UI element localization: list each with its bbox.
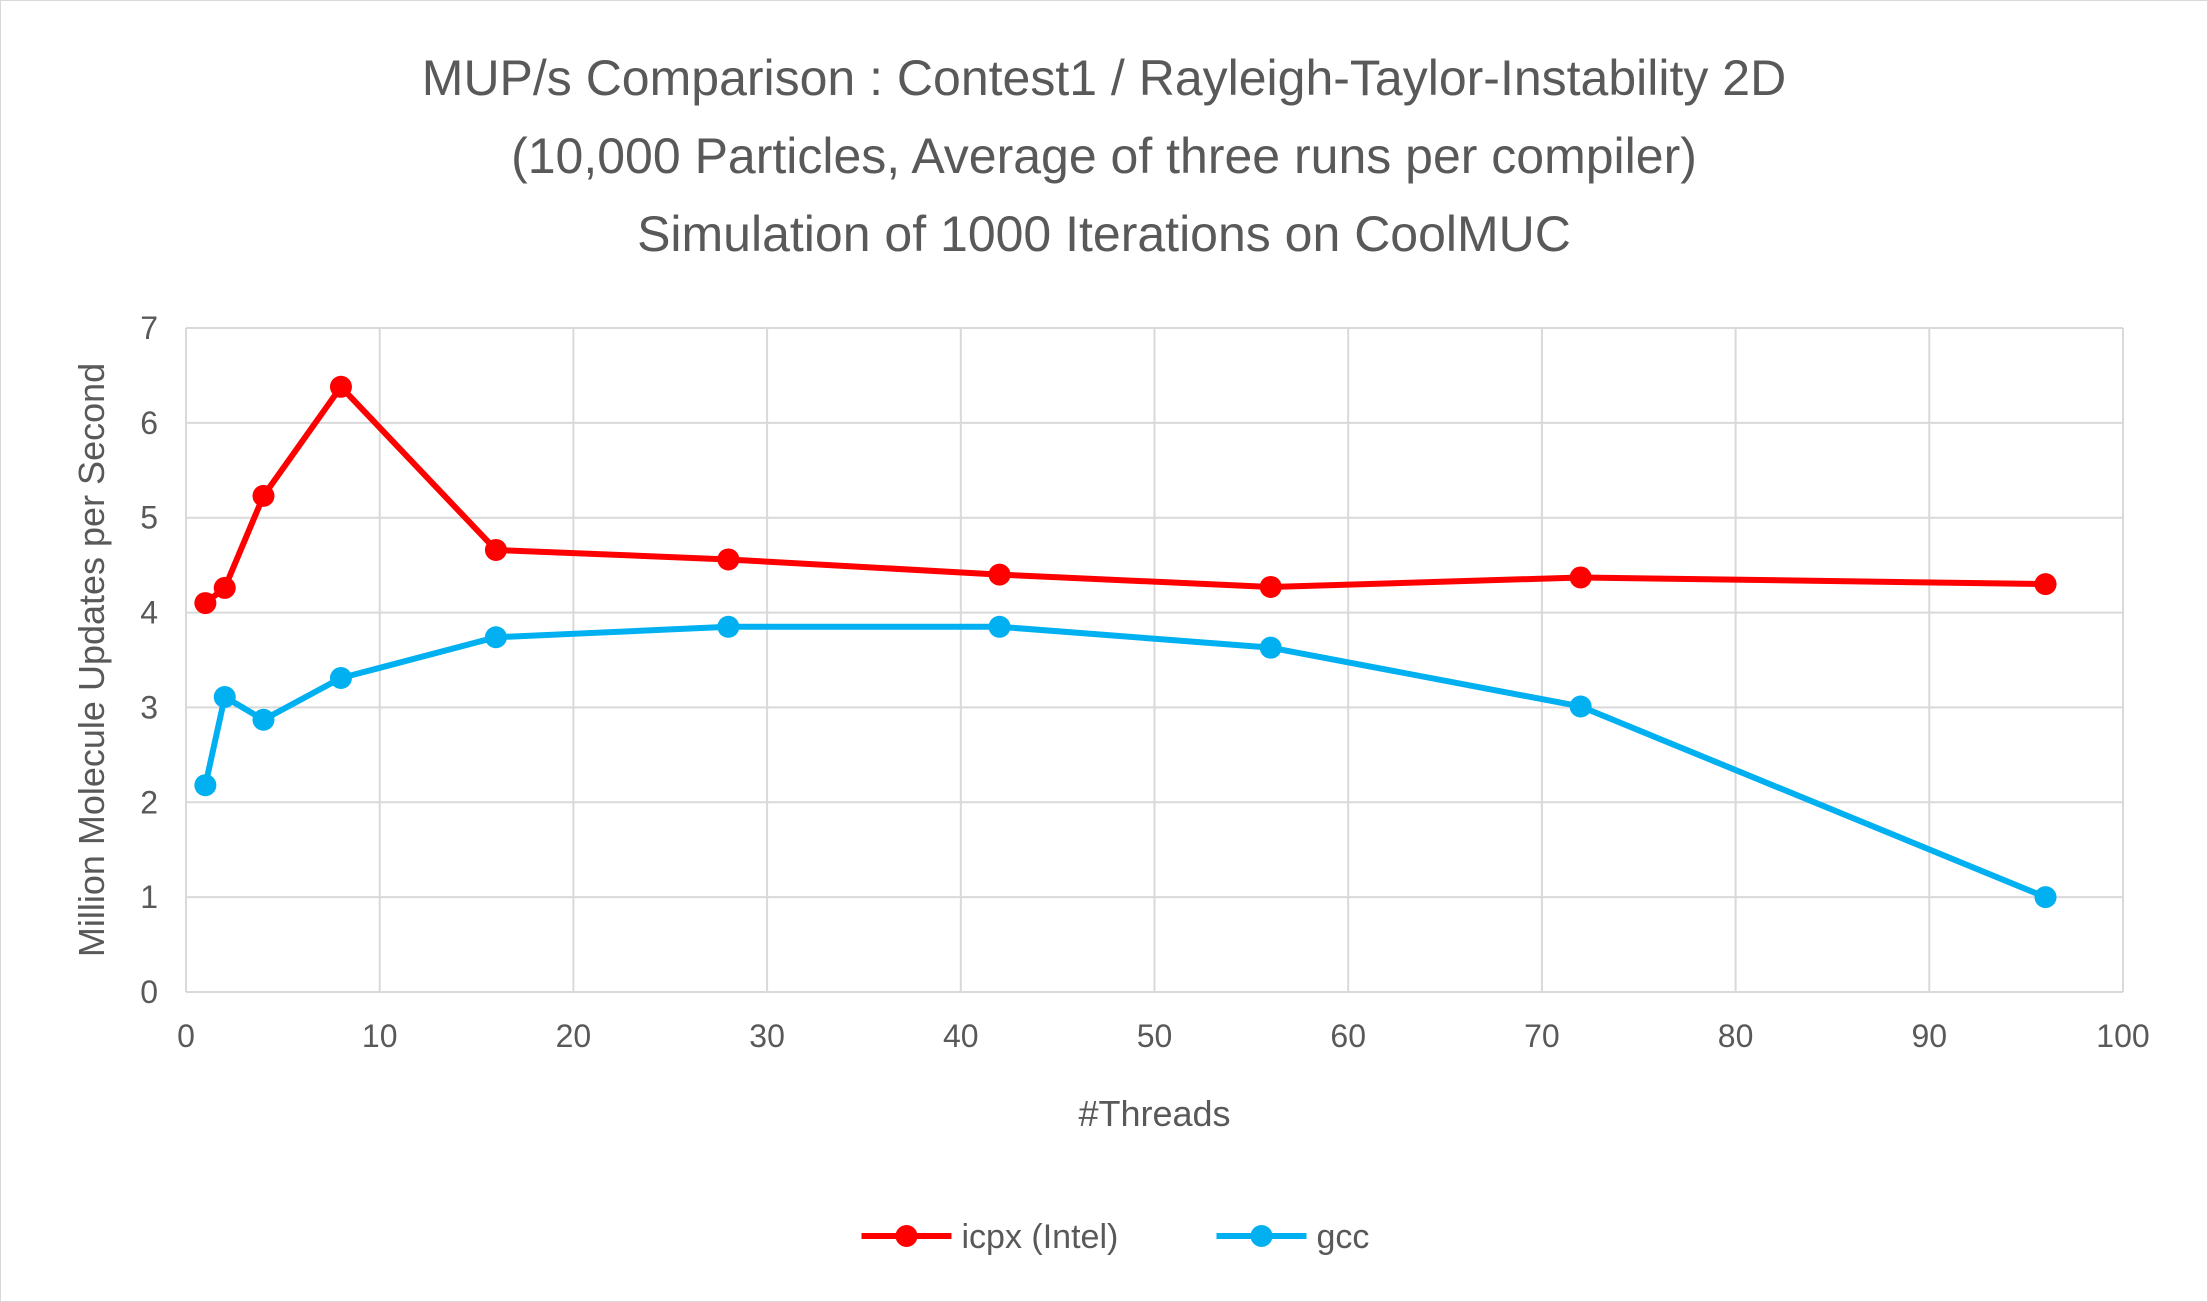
y-tick-label-6: 6 [140, 405, 158, 441]
x-tick-label-9: 90 [1912, 1018, 1948, 1054]
series-0-point-7 [1259, 575, 1282, 598]
series-1-point-2 [252, 708, 275, 731]
series-1-point-3 [329, 667, 352, 690]
series-0-point-1 [213, 576, 236, 599]
x-tick-label-8: 80 [1718, 1018, 1754, 1054]
gridlines [185, 327, 2124, 993]
y-axis-title: Million Molecule Updates per Second [71, 363, 112, 957]
x-tick-label-0: 0 [177, 1018, 195, 1054]
series-1-point-9 [2034, 886, 2057, 909]
y-tick-label-4: 4 [140, 595, 158, 631]
chart-title-line-2: (10,000 Particles, Average of three runs… [511, 128, 1697, 184]
x-tick-label-6: 60 [1330, 1018, 1366, 1054]
x-axis-title: #Threads [1078, 1093, 1230, 1134]
series-1-point-5 [717, 615, 740, 638]
legend-label-0: icpx (Intel) [962, 1218, 1119, 1256]
series-0-point-0 [194, 592, 217, 615]
series-1-point-6 [988, 615, 1011, 638]
x-tick-label-3: 30 [749, 1018, 785, 1054]
legend: icpx (Intel) gcc [861, 1218, 1370, 1256]
series-1-point-0 [194, 774, 217, 797]
x-tick-label-1: 10 [362, 1018, 398, 1054]
y-tick-label-1: 1 [140, 879, 158, 915]
series-layer [194, 375, 2057, 909]
series-line-1 [202, 623, 2049, 901]
series-0-point-8 [1569, 566, 1592, 589]
series-0-point-6 [988, 563, 1011, 586]
legend-label-1: gcc [1317, 1218, 1370, 1256]
series-0-point-4 [484, 538, 507, 561]
y-tick-label-0: 0 [140, 974, 158, 1010]
series-1-point-1 [213, 685, 236, 708]
legend-marker-1 [1250, 1225, 1273, 1247]
series-1-point-4 [484, 626, 507, 649]
y-tick-label-3: 3 [140, 689, 158, 725]
x-tick-label-4: 40 [943, 1018, 979, 1054]
series-0-point-3 [329, 375, 352, 398]
y-tick-label-2: 2 [140, 784, 158, 820]
series-1-point-7 [1259, 636, 1282, 659]
series-0-point-9 [2034, 573, 2057, 596]
chart-title-line-3: Simulation of 1000 Iterations on CoolMUC [637, 206, 1571, 262]
legend-marker-0 [895, 1225, 918, 1247]
y-tick-label-5: 5 [140, 500, 158, 536]
chart-title-line-1: MUP/s Comparison : Contest1 / Rayleigh-T… [421, 50, 1787, 106]
x-tick-label-5: 50 [1137, 1018, 1173, 1054]
series-0-point-5 [717, 548, 740, 571]
series-0-point-2 [252, 484, 275, 507]
series-1-point-8 [1569, 695, 1592, 718]
series-line-0 [202, 383, 2049, 607]
y-tick-label-7: 7 [140, 310, 158, 346]
x-tick-label-2: 20 [556, 1018, 592, 1054]
x-tick-label-10: 100 [2096, 1018, 2149, 1054]
x-tick-label-7: 70 [1524, 1018, 1560, 1054]
